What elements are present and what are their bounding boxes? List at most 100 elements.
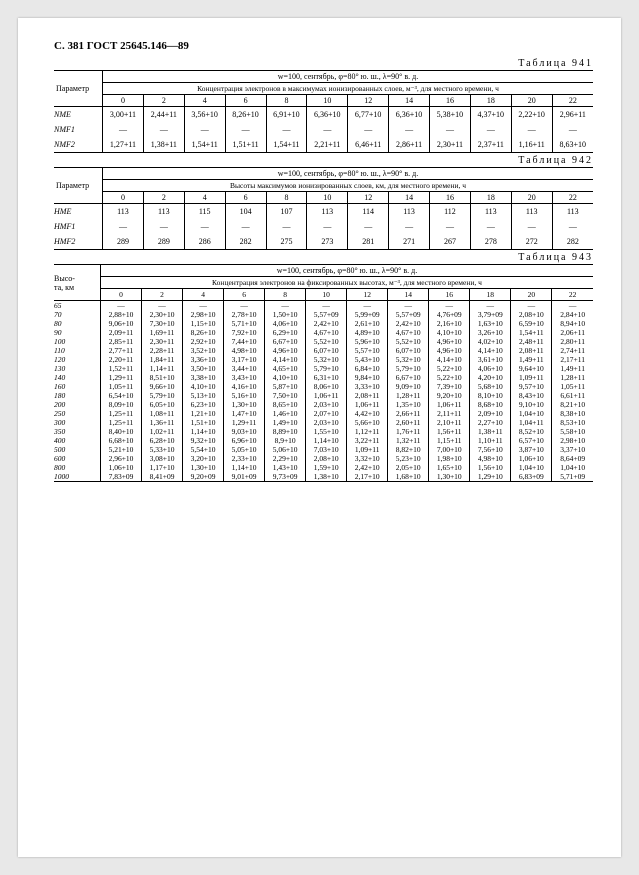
data-cell: 6,96+10 — [224, 436, 265, 445]
data-cell: 2,88+10 — [101, 310, 142, 319]
data-cell: 6,36+10 — [389, 107, 430, 123]
data-cell: 104 — [225, 204, 266, 220]
data-cell: 2,96+11 — [552, 107, 593, 123]
hour-header: 0 — [103, 95, 144, 107]
data-cell: 8,06+10 — [306, 382, 347, 391]
page-header: С. 381 ГОСТ 25645.146—89 — [54, 40, 593, 52]
data-cell: 4,06+10 — [265, 319, 306, 328]
data-cell: 1,14+10 — [183, 427, 224, 436]
data-cell: 3,43+10 — [224, 373, 265, 382]
data-cell: — — [143, 122, 184, 137]
data-cell: 8,63+10 — [552, 137, 593, 153]
data-cell: 7,50+10 — [265, 391, 306, 400]
data-cell: 1,38+11 — [143, 137, 184, 153]
data-cell: 1,51+11 — [225, 137, 266, 153]
data-cell: 5,66+10 — [347, 418, 388, 427]
row-label: 100 — [54, 337, 101, 346]
data-cell: 1,30+10 — [224, 400, 265, 409]
hour-header: 0 — [103, 192, 144, 204]
data-cell: 8,68+10 — [470, 400, 511, 409]
data-cell: 8,94+10 — [552, 319, 593, 328]
data-cell: 1,02+11 — [142, 427, 183, 436]
data-cell: 3,00+11 — [103, 107, 144, 123]
row-label: 90 — [54, 328, 101, 337]
row-label: 300 — [54, 418, 101, 427]
data-cell: 4,67+10 — [388, 328, 429, 337]
hour-header: 4 — [184, 192, 225, 204]
data-cell: 2,42+10 — [388, 319, 429, 328]
data-cell: 2,21+11 — [307, 137, 348, 153]
data-cell: — — [348, 122, 389, 137]
data-cell: 3,61+10 — [470, 355, 511, 364]
data-cell: 6,67+10 — [265, 337, 306, 346]
row-label: NME — [54, 107, 103, 123]
data-cell: 1,29+11 — [101, 373, 142, 382]
data-cell: 1,98+10 — [429, 454, 470, 463]
data-cell: 1,49+11 — [552, 364, 593, 373]
data-cell: 4,76+09 — [429, 310, 470, 319]
data-cell: 3,79+09 — [470, 310, 511, 319]
data-cell: 3,44+10 — [224, 364, 265, 373]
data-cell: 9,73+09 — [265, 472, 306, 482]
data-cell: 2,11+11 — [429, 409, 470, 418]
data-cell: 5,79+10 — [388, 364, 429, 373]
data-cell: 1,27+11 — [103, 137, 144, 153]
data-cell: 5,22+10 — [429, 364, 470, 373]
data-cell: 4,98+10 — [224, 346, 265, 355]
data-cell: 113 — [307, 204, 348, 220]
data-cell: 2,61+10 — [347, 319, 388, 328]
data-cell: 4,14+10 — [470, 346, 511, 355]
data-cell: 6,31+10 — [306, 373, 347, 382]
data-cell: 1,15+10 — [183, 319, 224, 328]
data-cell: 6,23+10 — [183, 400, 224, 409]
data-cell: 2,96+10 — [101, 454, 142, 463]
data-cell: 4,67+10 — [306, 328, 347, 337]
col-header-param: Параметр — [54, 71, 103, 107]
data-cell: 7,39+10 — [429, 382, 470, 391]
data-cell: 8,9+10 — [265, 436, 306, 445]
data-cell: 6,07+10 — [306, 346, 347, 355]
data-cell: 4,10+10 — [265, 373, 306, 382]
data-cell: 3,17+10 — [224, 355, 265, 364]
data-cell: 1,38+11 — [470, 427, 511, 436]
data-cell: 1,49+10 — [265, 418, 306, 427]
hour-header: 18 — [470, 192, 511, 204]
data-cell: 4,96+10 — [429, 346, 470, 355]
data-cell: 6,07+10 — [388, 346, 429, 355]
data-cell: 6,54+10 — [101, 391, 142, 400]
data-cell: 1,04+11 — [511, 418, 552, 427]
data-cell: — — [183, 301, 224, 311]
data-cell: 9,06+10 — [101, 319, 142, 328]
data-cell: 9,64+10 — [511, 364, 552, 373]
data-cell: 1,21+10 — [183, 409, 224, 418]
row-label: HMF1 — [54, 219, 103, 234]
data-cell: 8,09+10 — [101, 400, 142, 409]
data-cell: 1,17+10 — [142, 463, 183, 472]
data-cell: 5,16+10 — [224, 391, 265, 400]
row-label: 120 — [54, 355, 101, 364]
data-cell: 2,92+10 — [183, 337, 224, 346]
data-cell: 9,32+10 — [183, 436, 224, 445]
data-cell: 8,89+10 — [265, 427, 306, 436]
table-subcaption: Концентрация электронов на фиксированных… — [101, 277, 594, 289]
data-cell: 1,14+11 — [142, 364, 183, 373]
data-cell: 1,36+11 — [142, 418, 183, 427]
data-cell: 1,06+10 — [101, 463, 142, 472]
data-cell: 2,33+10 — [224, 454, 265, 463]
row-label: NMF1 — [54, 122, 103, 137]
row-label: 600 — [54, 454, 101, 463]
data-cell: 5,99+09 — [347, 310, 388, 319]
data-cell: 113 — [389, 204, 430, 220]
data-cell: — — [307, 219, 348, 234]
hour-header: 16 — [430, 95, 471, 107]
data-cell: 1,04+10 — [552, 463, 593, 472]
data-cell: 286 — [184, 234, 225, 250]
data-cell: 1,30+10 — [183, 463, 224, 472]
data-cell: 113 — [511, 204, 552, 220]
data-cell: 3,26+10 — [470, 328, 511, 337]
data-cell: 2,08+11 — [347, 391, 388, 400]
hour-header: 6 — [225, 192, 266, 204]
data-cell: 4,02+10 — [470, 337, 511, 346]
data-cell: 3,36+10 — [183, 355, 224, 364]
data-cell: 8,21+10 — [552, 400, 593, 409]
